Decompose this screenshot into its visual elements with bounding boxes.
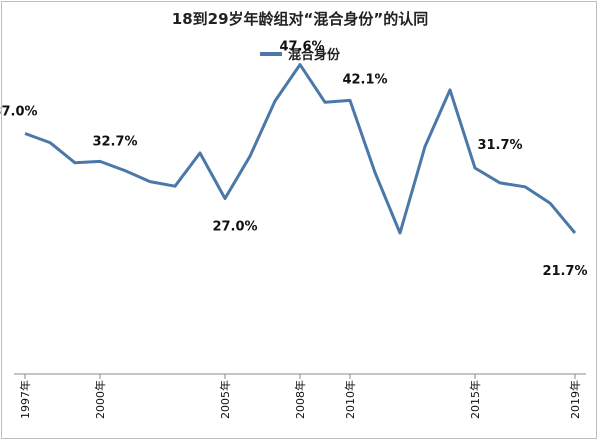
- data-label: 37.0%: [0, 105, 38, 120]
- data-label: 47.6%: [279, 40, 324, 55]
- legend: 混合身份: [0, 44, 600, 63]
- data-label: 32.7%: [92, 134, 137, 149]
- data-label: 42.1%: [342, 72, 387, 87]
- x-tick-label: 2000年: [93, 380, 107, 419]
- legend-label: 混合身份: [287, 48, 340, 63]
- x-tick-label: 2008年: [293, 380, 307, 419]
- data-label: 31.7%: [477, 138, 522, 153]
- x-tick-label: 2015年: [468, 380, 482, 419]
- x-tick-label: 2010年: [343, 380, 357, 419]
- data-label: 27.0%: [212, 220, 257, 235]
- x-tick-label: 2005年: [218, 380, 232, 419]
- x-tick-label: 2019年: [568, 380, 582, 419]
- chart-title: 18到29岁年龄组对“混合身份”的认同: [171, 10, 429, 28]
- data-label: 21.7%: [542, 264, 587, 279]
- legend-swatch: [259, 51, 282, 56]
- series-line: [24, 63, 577, 235]
- x-tick-label: 1997年: [18, 380, 32, 419]
